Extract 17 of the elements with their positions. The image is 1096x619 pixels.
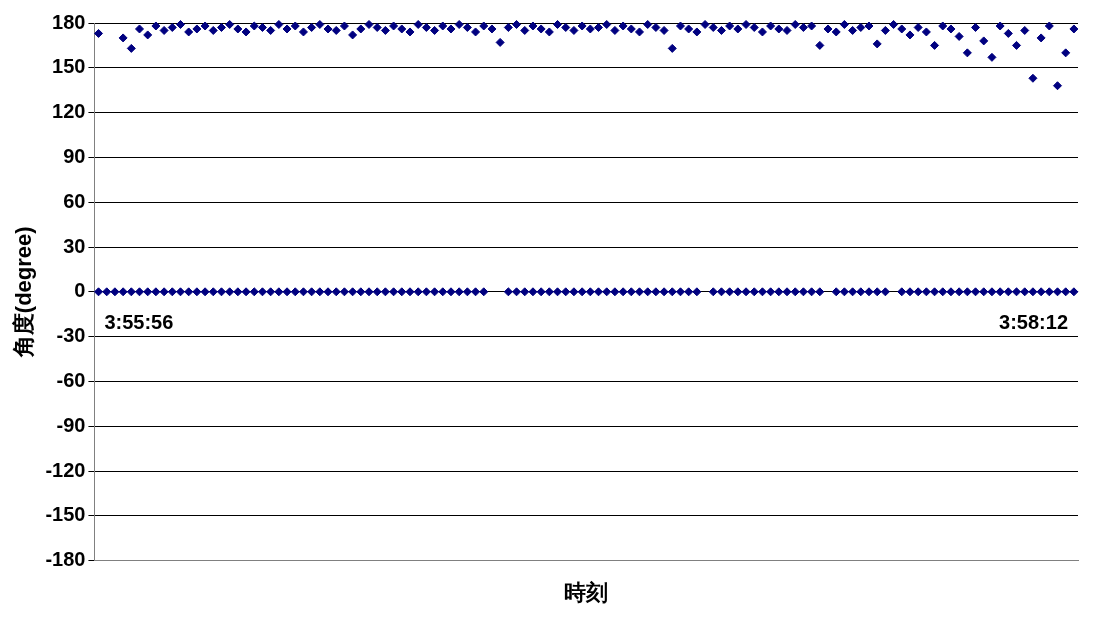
y-tick-label: -120 xyxy=(45,458,86,481)
annotation: 3:58:12 xyxy=(999,311,1068,334)
y-tick-label: 60 xyxy=(63,189,86,212)
y-tick-label: 180 xyxy=(52,10,86,33)
y-axis-title: 角度(degree) xyxy=(11,226,37,359)
y-tick-label: 30 xyxy=(63,234,86,257)
x-axis-title: 時刻 xyxy=(564,579,609,605)
y-tick-label: 90 xyxy=(63,144,86,167)
y-tick-label: -30 xyxy=(56,324,86,347)
y-tick-label: -180 xyxy=(45,548,86,571)
y-tick-label: -90 xyxy=(56,413,86,436)
y-tick-label: 150 xyxy=(52,55,86,78)
y-tick-label: -60 xyxy=(56,368,86,391)
y-tick-label: 0 xyxy=(74,279,86,302)
y-tick-label: 120 xyxy=(52,100,86,123)
y-tick-label: -150 xyxy=(45,503,86,526)
annotation: 3:55:56 xyxy=(104,311,174,334)
